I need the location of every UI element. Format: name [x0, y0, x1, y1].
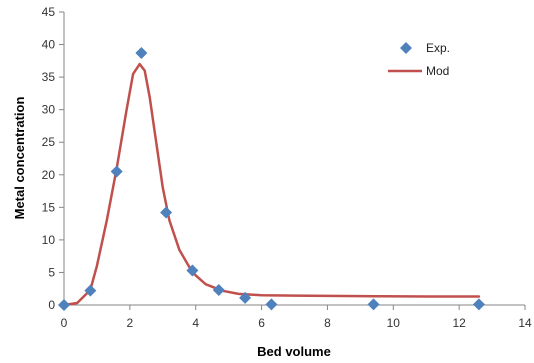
plot-area	[63, 12, 525, 306]
x-tick-label: 4	[192, 316, 199, 330]
legend-exp-label: Exp.	[426, 41, 450, 55]
exp-data-point	[160, 206, 173, 219]
y-ticks: 0 5 10 15 20 25 30 35 40 45	[42, 5, 64, 312]
exp-data-point	[472, 298, 485, 311]
legend: Exp. Mod	[388, 41, 450, 78]
x-tick-label: 12	[452, 316, 466, 330]
exp-data-point	[367, 298, 380, 311]
y-tick-label: 45	[42, 5, 56, 19]
x-ticks: 0 2 4 6 8 10 12 14	[61, 305, 532, 330]
exp-data-point	[239, 291, 252, 304]
y-axis-title: Metal concentration	[12, 97, 27, 220]
exp-data-point	[110, 165, 123, 178]
mod-series-line	[62, 62, 481, 307]
x-axis-title: Bed volume	[257, 344, 331, 359]
series-layer	[58, 47, 485, 311]
exp-data-point	[58, 299, 70, 311]
y-tick-label: 25	[42, 135, 56, 149]
exp-data-point	[186, 264, 199, 277]
y-tick-label: 40	[42, 38, 56, 52]
y-tick-label: 20	[42, 168, 56, 182]
x-tick-label: 0	[61, 316, 68, 330]
y-tick-label: 30	[42, 103, 56, 117]
x-tick-label: 8	[324, 316, 331, 330]
x-tick-label: 2	[127, 316, 134, 330]
y-tick-label: 10	[42, 233, 56, 247]
legend-exp-marker	[400, 42, 412, 54]
exp-data-point	[265, 298, 278, 311]
exp-data-point	[212, 284, 225, 297]
y-tick-label: 0	[48, 298, 55, 312]
exp-data-point	[84, 284, 97, 297]
legend-mod-label: Mod	[426, 64, 449, 78]
x-tick-label: 10	[387, 316, 401, 330]
y-tick-label: 35	[42, 70, 56, 84]
x-tick-label: 14	[518, 316, 532, 330]
exp-data-point	[135, 47, 148, 60]
x-tick-label: 6	[258, 316, 265, 330]
y-tick-label: 5	[48, 265, 55, 279]
y-tick-label: 15	[42, 200, 56, 214]
